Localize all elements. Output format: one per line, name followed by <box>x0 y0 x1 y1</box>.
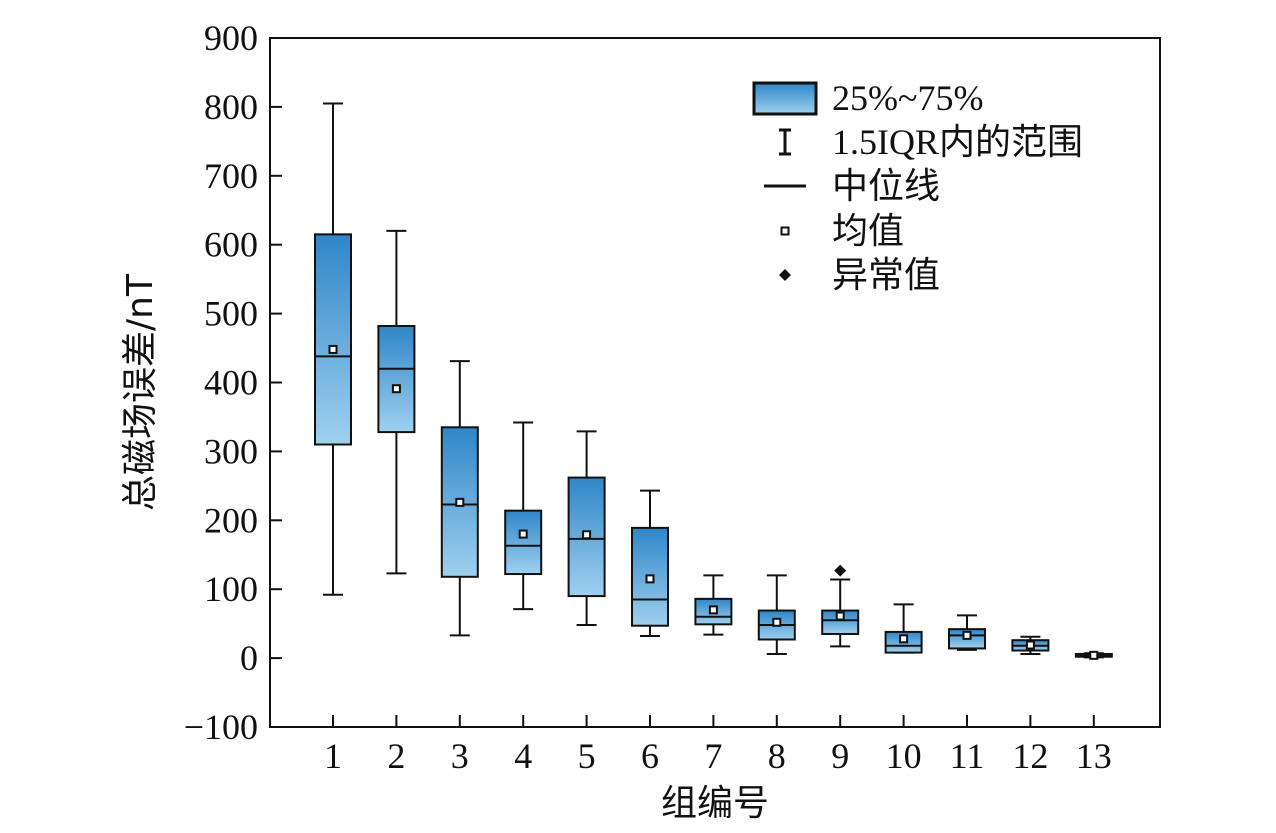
box-group <box>694 574 733 636</box>
outlier-marker <box>834 564 847 577</box>
box-group <box>631 489 669 638</box>
y-tick-label: 400 <box>204 363 258 403</box>
legend-label: 中位线 <box>832 166 940 206</box>
box-group <box>377 229 416 575</box>
box-group <box>884 603 923 654</box>
legend-label: 均值 <box>832 211 904 251</box>
box-group <box>1011 635 1050 655</box>
x-tick-label: 11 <box>950 736 985 776</box>
mean-marker <box>645 574 655 584</box>
legend-label: 异常值 <box>832 255 940 295</box>
x-tick-label: 1 <box>324 736 342 776</box>
mean-marker <box>1089 650 1099 660</box>
mean-marker <box>391 384 401 394</box>
legend-label: 25%~75% <box>832 78 983 118</box>
y-tick-label: 500 <box>204 294 258 334</box>
x-tick-label: 7 <box>704 736 722 776</box>
y-tick-label: −100 <box>184 707 258 747</box>
mean-marker <box>899 634 909 644</box>
y-tick-label: 800 <box>204 87 258 127</box>
mean-marker <box>582 530 592 540</box>
mean-marker <box>835 611 845 621</box>
x-axis-title: 组编号 <box>661 783 769 824</box>
iqr-box <box>821 609 860 635</box>
x-tick-label: 2 <box>387 736 405 776</box>
box-group <box>948 614 986 651</box>
legend-item-mean: 均值 <box>780 211 904 251</box>
legend-item-whisker: 1.5IQR内的范围 <box>779 122 1083 162</box>
mean-marker <box>455 497 465 507</box>
iqr-box <box>504 509 543 576</box>
mean-marker <box>772 617 782 627</box>
y-tick-label: 100 <box>204 569 258 609</box>
mean-marker <box>1025 640 1035 650</box>
iqr-box <box>377 325 416 434</box>
x-tick-label: 9 <box>831 736 849 776</box>
x-tick-label: 3 <box>451 736 469 776</box>
y-tick-label: 700 <box>204 156 258 196</box>
y-tick-label: 0 <box>240 638 258 678</box>
mean-marker <box>518 529 528 539</box>
x-tick-label: 10 <box>886 736 922 776</box>
box-group <box>821 564 860 648</box>
legend-item-median: 中位线 <box>764 166 940 206</box>
y-axis-title: 总磁场误差/nT <box>120 273 161 511</box>
legend-outlier-swatch <box>779 269 791 281</box>
x-tick-label: 8 <box>768 736 786 776</box>
x-tick-label: 5 <box>578 736 596 776</box>
box-group <box>504 421 543 611</box>
x-tick-label: 4 <box>514 736 532 776</box>
legend-mean-swatch <box>780 226 790 236</box>
box-group <box>1074 650 1113 660</box>
mean-marker <box>708 605 718 615</box>
y-tick-label: 900 <box>204 18 258 58</box>
legend-label: 1.5IQR内的范围 <box>832 122 1083 162</box>
box-group <box>314 102 352 596</box>
legend-item-box: 25%~75% <box>752 78 983 118</box>
x-tick-label: 6 <box>641 736 659 776</box>
y-tick-label: 600 <box>204 225 258 265</box>
y-tick-label: 300 <box>204 431 258 471</box>
box-group <box>567 430 606 627</box>
boxes-group <box>314 102 1113 660</box>
legend-box-swatch <box>752 81 818 116</box>
x-tick-label: 13 <box>1076 736 1112 776</box>
iqr-box <box>314 233 352 446</box>
box-group <box>440 360 479 637</box>
box-group <box>757 574 796 655</box>
mean-marker <box>328 344 338 354</box>
y-tick-label: 200 <box>204 500 258 540</box>
x-tick-label: 12 <box>1012 736 1048 776</box>
mean-marker <box>962 630 972 640</box>
legend-item-outlier: 异常值 <box>779 255 940 295</box>
